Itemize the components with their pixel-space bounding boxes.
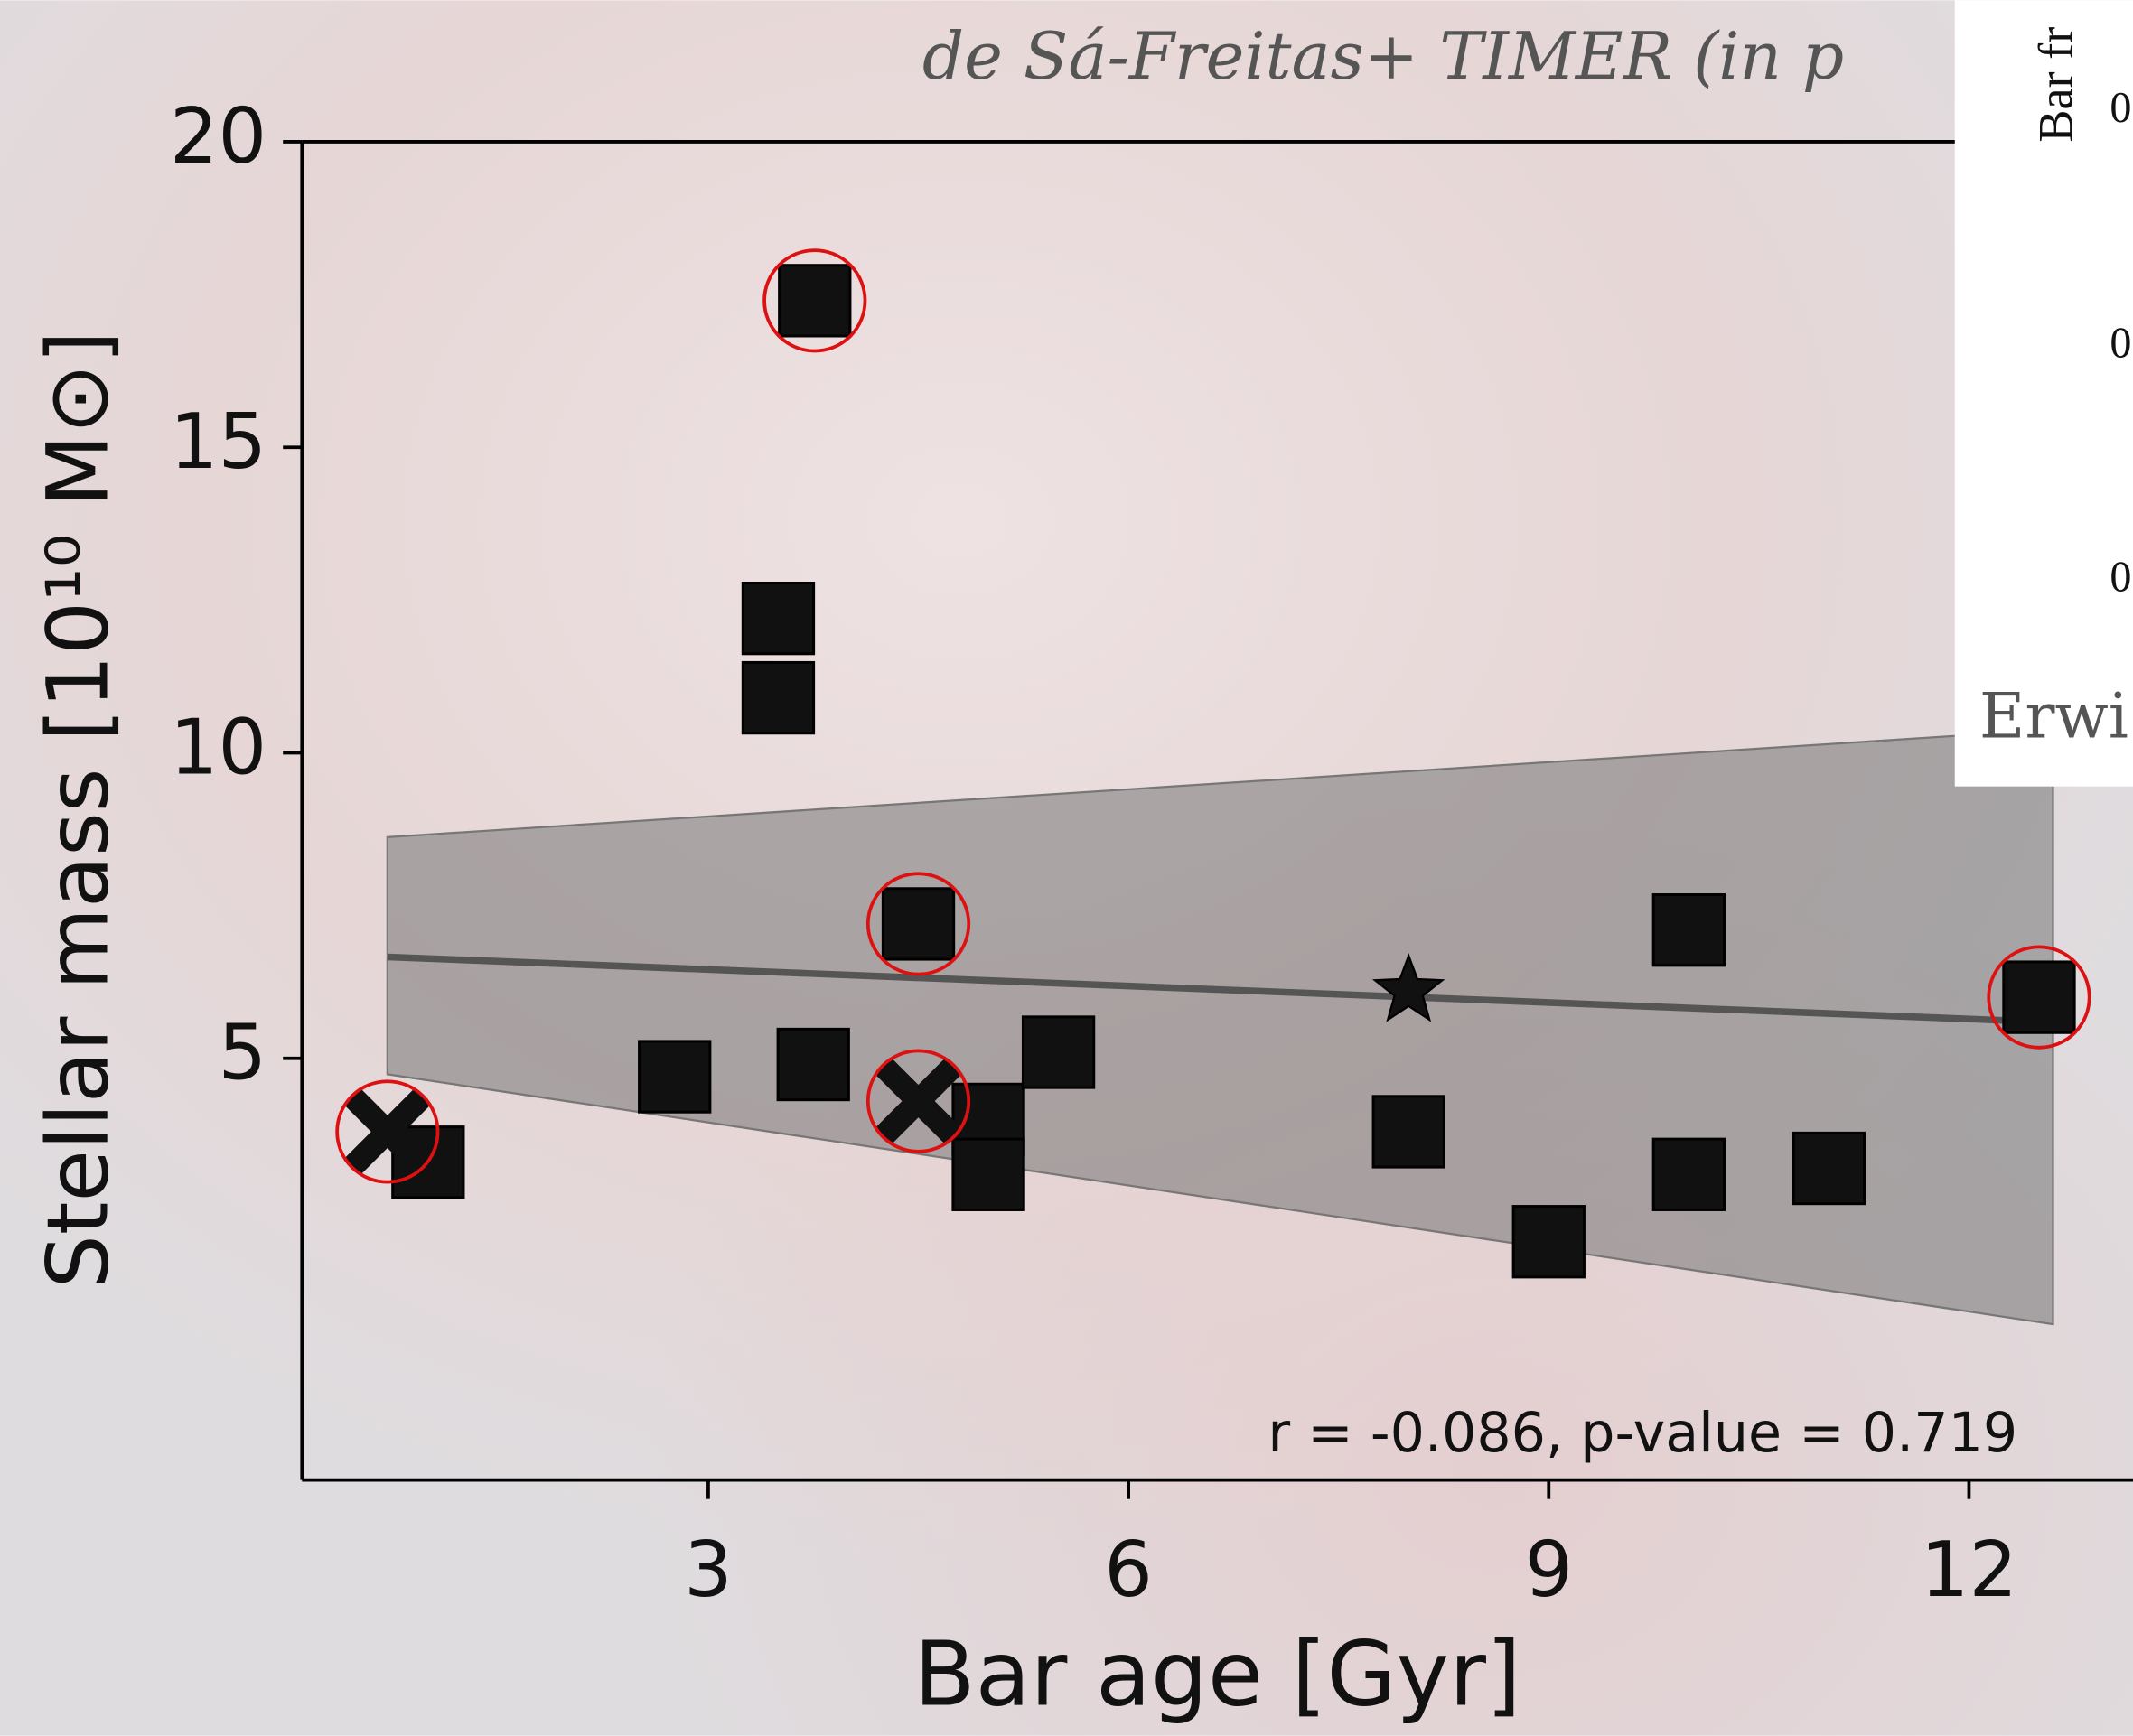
square-marker [1653,895,1724,966]
x-tick-label: 3 [684,1526,733,1614]
y-tick-label: 5 [218,1009,267,1097]
x-tick-label: 9 [1524,1526,1573,1614]
square-marker [1023,1017,1093,1087]
inset-tick-label: 0 [2110,319,2131,367]
square-marker [778,1029,848,1099]
inset-y-label: Bar fr [2029,27,2083,143]
x-tick-label: 6 [1104,1526,1153,1614]
y-tick-label: 20 [170,92,267,181]
y-axis-label: Stellar mass [10¹⁰ M⊙] [30,331,128,1288]
square-marker [1793,1133,1864,1203]
x-tick-label: 12 [1921,1526,2017,1614]
square-marker [883,889,953,959]
square-marker [1653,1139,1724,1209]
square-marker [640,1041,710,1112]
square-marker [1513,1207,1584,1277]
x-axis-label: Bar age [Gyr] [913,1622,1520,1726]
square-marker [953,1139,1024,1209]
square-marker [743,662,813,733]
square-marker [1373,1097,1444,1167]
y-tick-label: 15 [170,397,267,486]
inset-tick-label: 0 [2110,84,2131,132]
square-marker [2004,962,2074,1032]
inset-tick-label: 0 [2110,553,2131,601]
chart-title: de Sá-Freitas+ TIMER (in p [922,19,1844,95]
y-tick-label: 10 [170,703,267,791]
annotation: r = -0.086, p-value = 0.719 [1268,1402,2017,1465]
square-marker [780,266,850,336]
inset-title: Erwi [1979,680,2128,752]
page: de Sá-Freitas+ TIMER (in p Bar age [Gyr]… [0,0,2133,1736]
chart: de Sá-Freitas+ TIMER (in p Bar age [Gyr]… [0,0,2133,1736]
square-marker [743,583,813,653]
inset: Bar fr 0 0 0 Erwi [1955,0,2133,786]
